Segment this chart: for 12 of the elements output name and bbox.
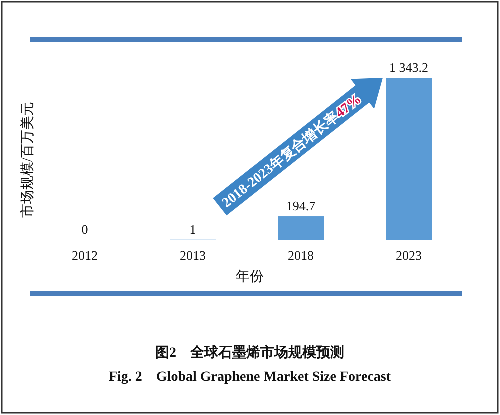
data-label: 1	[190, 222, 196, 237]
y-axis-title: 市场规模/百万美元	[20, 102, 36, 218]
x-axis-title: 年份	[236, 269, 264, 285]
x-tick-label: 2013	[180, 248, 206, 263]
x-tick-label: 2012	[72, 248, 98, 263]
data-label: 0	[82, 222, 88, 237]
data-label: 1 343.2	[390, 60, 428, 75]
text: Fig. 2 Global Graphene Market Size Forecast	[108, 370, 392, 385]
x-tick-label: 2023	[396, 248, 422, 263]
x-tick-label: 2018	[288, 248, 314, 263]
data-label: 194.7	[286, 198, 316, 214]
text: 图2 全球石墨烯市场规模预测	[156, 344, 344, 361]
